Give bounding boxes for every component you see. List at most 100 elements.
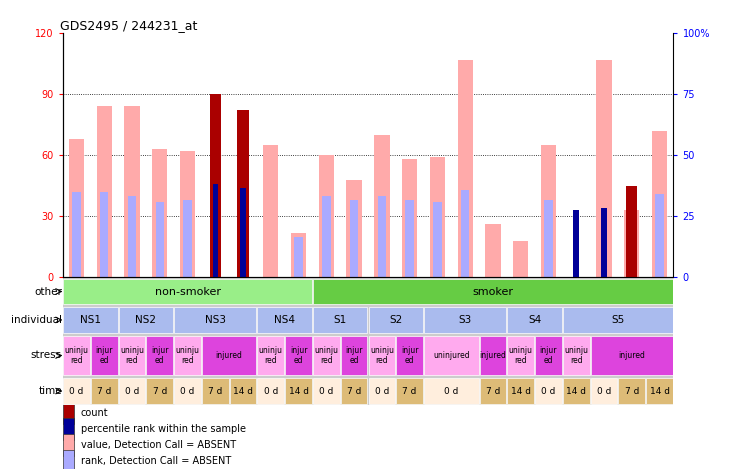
Bar [624, 210, 640, 277]
Text: stress: stress [31, 350, 62, 361]
Text: injur
ed: injur ed [345, 346, 363, 365]
Text: time: time [38, 386, 62, 396]
Text: 14 d: 14 d [650, 387, 670, 395]
Bar [118, 378, 145, 404]
Bar [628, 200, 636, 277]
Bar [341, 337, 367, 375]
Bar [240, 188, 246, 277]
Bar [563, 307, 673, 333]
Text: 14 d: 14 d [566, 387, 587, 395]
Bar [652, 131, 668, 277]
Bar [183, 200, 191, 277]
Text: NS2: NS2 [135, 315, 156, 325]
Text: S5: S5 [612, 315, 625, 325]
Text: S1: S1 [333, 315, 347, 325]
Bar [535, 337, 562, 375]
Text: 7 d: 7 d [347, 387, 361, 395]
Text: 0 d: 0 d [180, 387, 195, 395]
Text: individual: individual [11, 315, 62, 325]
Bar [202, 378, 229, 404]
Text: rank, Detection Call = ABSENT: rank, Detection Call = ABSENT [81, 456, 231, 466]
Bar [626, 186, 637, 277]
Bar [646, 378, 673, 404]
Bar [591, 337, 673, 375]
Bar [485, 224, 500, 277]
Bar [91, 337, 118, 375]
Bar [596, 60, 612, 277]
Bar [563, 378, 590, 404]
Bar [424, 307, 506, 333]
Bar [202, 337, 256, 375]
Bar [63, 307, 118, 333]
Bar [63, 279, 312, 304]
Bar [286, 337, 312, 375]
Text: 7 d: 7 d [403, 387, 417, 395]
Text: injur
ed: injur ed [290, 346, 308, 365]
Text: GDS2495 / 244231_at: GDS2495 / 244231_at [60, 19, 197, 32]
Bar [258, 337, 284, 375]
Bar [118, 307, 173, 333]
Bar [313, 378, 340, 404]
Bar [396, 337, 423, 375]
Bar [369, 337, 395, 375]
Bar [535, 378, 562, 404]
Text: uninju
red: uninju red [370, 346, 394, 365]
Bar [541, 145, 556, 277]
Text: injur
ed: injur ed [96, 346, 113, 365]
Bar [396, 378, 423, 404]
Text: uninju
red: uninju red [565, 346, 588, 365]
Bar [68, 139, 84, 277]
Text: injured: injured [216, 351, 243, 360]
Bar [655, 194, 664, 277]
Bar [63, 434, 74, 456]
Bar [91, 378, 118, 404]
Text: 7 d: 7 d [152, 387, 167, 395]
Text: value, Detection Call = ABSENT: value, Detection Call = ABSENT [81, 440, 236, 450]
Bar [424, 337, 478, 375]
Bar [263, 145, 278, 277]
Bar [210, 94, 221, 277]
Text: NS1: NS1 [79, 315, 101, 325]
Bar [100, 192, 108, 277]
Bar [591, 378, 618, 404]
Text: percentile rank within the sample: percentile rank within the sample [81, 424, 246, 434]
Bar [424, 378, 478, 404]
Bar [374, 135, 389, 277]
Text: uninjured: uninjured [433, 351, 470, 360]
Bar [174, 337, 201, 375]
Text: 0 d: 0 d [597, 387, 611, 395]
Text: 14 d: 14 d [233, 387, 253, 395]
Text: 0 d: 0 d [69, 387, 84, 395]
Bar [347, 180, 362, 277]
Bar [458, 60, 473, 277]
Bar [480, 378, 506, 404]
Bar [573, 210, 579, 277]
Text: uninju
red: uninju red [175, 346, 199, 365]
Bar [258, 378, 284, 404]
Bar [238, 110, 249, 277]
Text: count: count [81, 408, 108, 418]
Text: 14 d: 14 d [289, 387, 308, 395]
Bar [406, 200, 414, 277]
Text: S2: S2 [389, 315, 403, 325]
Bar [313, 307, 367, 333]
Bar [63, 418, 74, 440]
Bar [63, 402, 74, 425]
Bar [72, 192, 81, 277]
Text: uninju
red: uninju red [509, 346, 533, 365]
Bar [341, 378, 367, 404]
Bar [434, 202, 442, 277]
Text: 0 d: 0 d [263, 387, 278, 395]
Bar [507, 337, 534, 375]
Bar [507, 307, 562, 333]
Bar [513, 241, 528, 277]
Text: uninju
red: uninju red [314, 346, 339, 365]
Text: 0 d: 0 d [375, 387, 389, 395]
Bar [174, 378, 201, 404]
Bar [480, 337, 506, 375]
Bar [230, 378, 256, 404]
Bar [313, 279, 673, 304]
Text: non-smoker: non-smoker [155, 286, 221, 297]
Bar [258, 307, 312, 333]
Text: 0 d: 0 d [541, 387, 556, 395]
